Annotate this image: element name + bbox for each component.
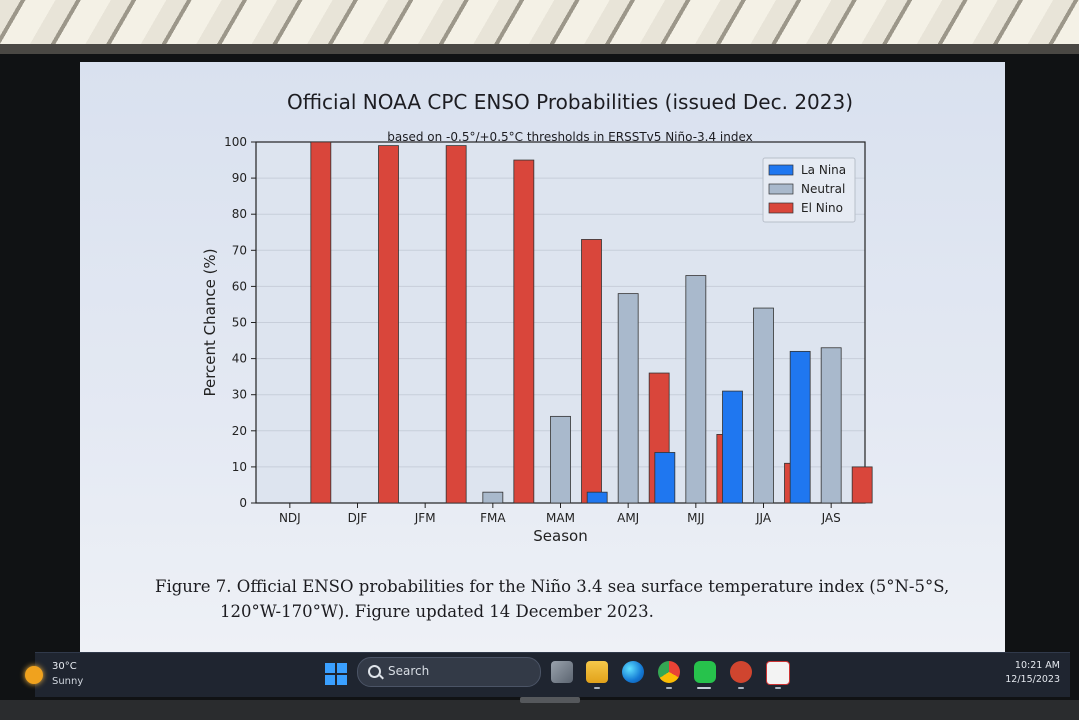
bar-el-nino-jas xyxy=(851,466,873,504)
bar-neutral-jas xyxy=(820,347,842,504)
x-tick-label: DJF xyxy=(348,511,368,525)
weather-condition[interactable]: Sunny xyxy=(52,676,84,687)
windows-taskbar: 30°C Sunny Search 10:21 AM 12/15/2023 xyxy=(25,652,1070,697)
legend-label-el-nino: El Nino xyxy=(801,201,843,215)
bar-el-nino-fma xyxy=(513,159,535,504)
caption-line-1: Figure 7. Official ENSO probabilities fo… xyxy=(155,577,950,596)
enso-probability-chart: 0 10 20 30 40 50 60 70 80 90 100 NDJ DJF JFM FMA MAM AMJ… xyxy=(201,135,873,545)
edge-icon[interactable] xyxy=(622,661,644,683)
x-tick-label: AMJ xyxy=(617,511,639,525)
pdf-running-indicator xyxy=(775,687,781,689)
bar-neutral-fma xyxy=(482,491,504,504)
presentation-screen: Official NOAA CPC ENSO Probabilities (is… xyxy=(80,62,1005,652)
y-tick-label: 10 xyxy=(232,460,247,474)
bar-el-nino-ndj xyxy=(310,141,332,504)
chart-subtitle: based on -0.5°/+0.5°C thresholds in ERSS… xyxy=(387,130,753,144)
line-active-indicator xyxy=(697,687,711,689)
x-tick-label: MAM xyxy=(546,511,575,525)
clock-date: 12/15/2023 xyxy=(1005,674,1060,685)
y-tick-label: 40 xyxy=(232,352,247,366)
bar-neutral-jja xyxy=(753,307,774,504)
y-tick-label: 80 xyxy=(232,207,247,221)
bar-el-nino-mam xyxy=(581,239,602,504)
bar-el-nino-jfm xyxy=(445,145,467,504)
y-tick-label: 70 xyxy=(232,243,247,257)
ceiling-edge xyxy=(0,44,1079,56)
x-tick-label: JAS xyxy=(821,511,841,525)
bar-neutral-mjj xyxy=(685,275,707,504)
x-tick-label: MJJ xyxy=(687,511,704,525)
search-placeholder: Search xyxy=(388,664,430,678)
powerpoint-icon[interactable] xyxy=(730,661,752,683)
bar-el-nino-djf xyxy=(378,145,399,504)
pdf-icon[interactable] xyxy=(766,661,790,685)
monitor-logo xyxy=(520,697,580,703)
y-tick-label: 90 xyxy=(232,171,247,185)
start-icon[interactable] xyxy=(325,663,347,685)
x-tick-label: JJA xyxy=(755,511,772,525)
legend-label-neutral: Neutral xyxy=(801,182,845,196)
sun-icon[interactable] xyxy=(25,666,43,684)
ceiling-background xyxy=(0,0,1079,48)
y-axis-label: Percent Chance (%) xyxy=(201,248,219,396)
bar-neutral-amj xyxy=(617,293,639,504)
legend-swatch-la-nina xyxy=(768,164,794,176)
legend-label-la-nina: La Nina xyxy=(801,163,846,177)
figure-caption: Figure 7. Official ENSO probabilities fo… xyxy=(155,574,975,624)
file-explorer-running-indicator xyxy=(594,687,600,689)
y-tick-label: 100 xyxy=(224,135,247,149)
powerpoint-running-indicator xyxy=(738,687,744,689)
x-tick-label: JFM xyxy=(414,511,436,525)
y-tick-label: 60 xyxy=(232,279,247,293)
x-axis-label: Season xyxy=(533,527,587,545)
weather-temperature[interactable]: 30°C xyxy=(52,661,77,672)
task-view-icon[interactable] xyxy=(551,661,573,683)
bar-la-nina-amj xyxy=(586,491,608,504)
legend-swatch-neutral xyxy=(768,183,794,195)
y-tick-label: 20 xyxy=(232,424,247,438)
x-tick-label: NDJ xyxy=(279,511,301,525)
bar-la-nina-mjj xyxy=(654,452,676,504)
file-explorer-icon[interactable] xyxy=(586,661,608,683)
chrome-icon[interactable] xyxy=(658,661,680,683)
taskbar-search-input[interactable]: Search xyxy=(357,657,541,687)
x-tick-label: FMA xyxy=(480,511,506,525)
monitor-bottom-bezel xyxy=(0,700,1079,720)
y-tick-label: 0 xyxy=(239,496,247,510)
y-tick-label: 30 xyxy=(232,388,247,402)
bar-la-nina-jja xyxy=(722,390,743,504)
line-icon[interactable] xyxy=(694,661,716,683)
y-tick-label: 50 xyxy=(232,316,247,330)
clock-time: 10:21 AM xyxy=(1014,660,1060,671)
search-icon xyxy=(368,665,381,678)
bar-la-nina-jas xyxy=(789,350,811,504)
legend-swatch-el-nino xyxy=(768,202,794,214)
chrome-running-indicator xyxy=(666,687,672,689)
caption-line-2: 120°W-170°W). Figure updated 14 December… xyxy=(220,602,654,621)
taskbar-clock[interactable]: 10:21 AM 12/15/2023 xyxy=(1005,659,1060,687)
bar-neutral-mam xyxy=(550,415,571,504)
chart-title: Official NOAA CPC ENSO Probabilities (is… xyxy=(286,90,854,114)
